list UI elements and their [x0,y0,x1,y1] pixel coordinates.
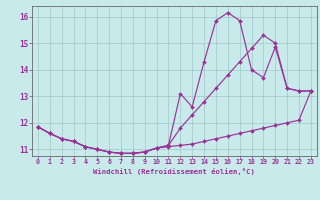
X-axis label: Windchill (Refroidissement éolien,°C): Windchill (Refroidissement éolien,°C) [93,168,255,175]
